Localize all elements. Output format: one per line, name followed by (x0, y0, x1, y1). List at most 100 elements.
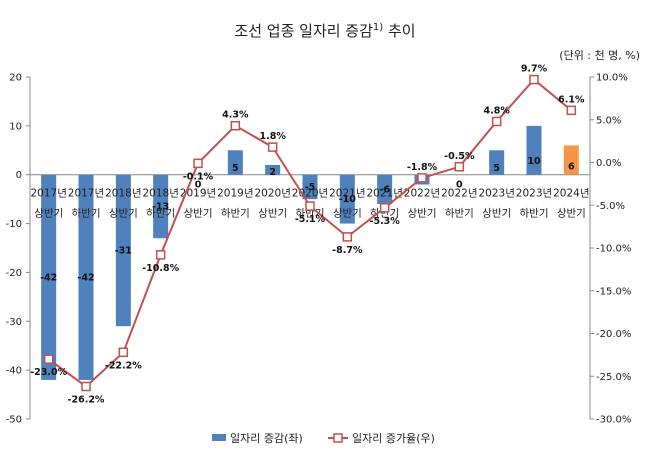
bar (115, 174, 131, 327)
category-half-label: 상반기 (34, 208, 63, 220)
category-year-label: 2019년 (217, 188, 253, 200)
growth-rate-marker (118, 347, 129, 358)
bar (265, 164, 281, 175)
category-half-label: 상반기 (184, 208, 213, 220)
line-series-group: -23.0% -26.2% -22.2% -10.8% -0.1% 4.3% 1.8% -5.… (30, 64, 585, 406)
category-half-label: 하반기 (296, 207, 325, 220)
y-right-tick-label: 10.0% (596, 73, 628, 84)
growth-rate-marker (417, 173, 427, 183)
bar (302, 174, 318, 200)
bar-value-label: 0 (195, 180, 202, 191)
growth-rate-label: -22.2% (105, 360, 142, 371)
growth-rate-label: 9.7% (521, 64, 548, 75)
y-left-tick-label: 10 (9, 121, 22, 132)
category-half-label: 하반기 (520, 207, 549, 220)
category-half-label: 상반기 (557, 208, 586, 220)
y-right-tick-label: -20.0% (596, 329, 631, 340)
bar-value-label: 5 (232, 163, 239, 174)
category-year-label: 2021년 (329, 188, 365, 200)
y-left-tick-label: -50 (6, 415, 22, 426)
growth-rate-marker (305, 201, 315, 211)
growth-rate-label: -5.3% (370, 216, 401, 227)
bar (41, 174, 57, 380)
category-half-label: 하반기 (146, 207, 175, 220)
category-half-label: 상반기 (482, 208, 511, 220)
growth-rate-marker (43, 354, 54, 364)
category-year-label: 2023년 (516, 188, 552, 200)
growth-rate-label: 4.8% (483, 105, 510, 116)
category-year-label: 2017년 (68, 188, 104, 200)
category-year-label: 2020년 (292, 188, 328, 200)
legend-line-label: 일자리 증가율(우) (352, 431, 435, 445)
category-year-label: 2023년 (478, 188, 514, 200)
bar-value-label: -31 (115, 245, 132, 256)
unit-label: (단위 : 천 명, %) (559, 48, 640, 62)
bar (489, 150, 505, 175)
bar (78, 174, 94, 380)
y-right-tick-label: 5.0% (596, 115, 621, 126)
category-year-label: 2018년 (142, 188, 178, 200)
category-year-label: 2020년 (254, 188, 290, 200)
growth-rate-label: -8.7% (332, 245, 363, 256)
bar-value-label: -42 (40, 272, 57, 283)
category-half-label: 하반기 (72, 207, 101, 220)
y-right-tick-label: 0.0% (596, 158, 621, 169)
growth-rate-marker (193, 158, 203, 169)
growth-rate-label: 4.3% (222, 110, 249, 121)
y-left-tick-label: -40 (6, 366, 22, 377)
y-left-tick-label: -10 (6, 219, 22, 230)
growth-rate-label: 6.1% (558, 94, 585, 105)
growth-rate-label: -10.8% (142, 263, 179, 274)
growth-rate-marker (155, 250, 166, 260)
y-right-tick-label: -15.0% (596, 286, 631, 297)
y-right-tick-label: -25.0% (596, 372, 631, 383)
category-half-label: 하반기 (370, 207, 399, 220)
bar-value-label: -13 (152, 201, 169, 212)
chart-title: 조선 업종 일자리 증감1) 추이 (234, 22, 415, 40)
bar-value-label: -42 (77, 272, 94, 283)
bar (526, 125, 542, 175)
legend-line-marker (333, 433, 343, 443)
bar-value-label: 2 (269, 167, 276, 178)
bar-value-label: -6 (379, 184, 390, 195)
bar (377, 174, 393, 205)
bar (227, 150, 243, 175)
growth-rate-marker (529, 74, 539, 85)
category-year-label: 2021년 (366, 188, 402, 200)
growth-rate-label: -0.1% (183, 171, 214, 182)
legend-bar-label: 일자리 증감(좌) (230, 431, 303, 445)
y-left-tick-label: 0 (16, 170, 22, 181)
growth-rate-marker (267, 142, 278, 152)
category-year-label: 2024년 (553, 188, 589, 200)
growth-rate-label: -26.2% (68, 395, 105, 406)
growth-rate-label: -0.5% (444, 151, 475, 162)
legend-bar-swatch (212, 434, 226, 441)
category-half-label: 상반기 (109, 208, 138, 220)
growth-rate-label: -1.8% (407, 162, 438, 173)
category-year-label: 2022년 (404, 188, 440, 200)
category-year-label: 2019년 (180, 188, 216, 200)
growth-rate-marker (81, 381, 91, 392)
category-half-label: 하반기 (221, 207, 250, 220)
bar-value-label: 0 (456, 180, 463, 191)
growth-rate-marker (454, 162, 465, 172)
growth-rate-marker (491, 116, 502, 127)
bar (153, 174, 169, 239)
bar-value-label: -10 (339, 194, 357, 205)
y-right-tick-label: -5.0% (596, 201, 625, 212)
axes-group: 20100-10-20-30-40-5010.0%5.0%0.0%-5.0%-1… (6, 73, 632, 426)
category-half-label: 상반기 (333, 208, 362, 220)
growth-rate-label: -5.1% (295, 214, 326, 225)
bar (563, 145, 579, 175)
category-half-label: 하반기 (445, 207, 474, 220)
growth-rate-marker (379, 203, 390, 213)
bar-value-label: 5 (493, 163, 500, 174)
bar-value-label: -5 (305, 182, 316, 193)
category-year-label: 2022년 (441, 188, 477, 200)
bar-value-label: 10 (527, 156, 541, 167)
y-left-tick-label: -30 (6, 317, 22, 328)
